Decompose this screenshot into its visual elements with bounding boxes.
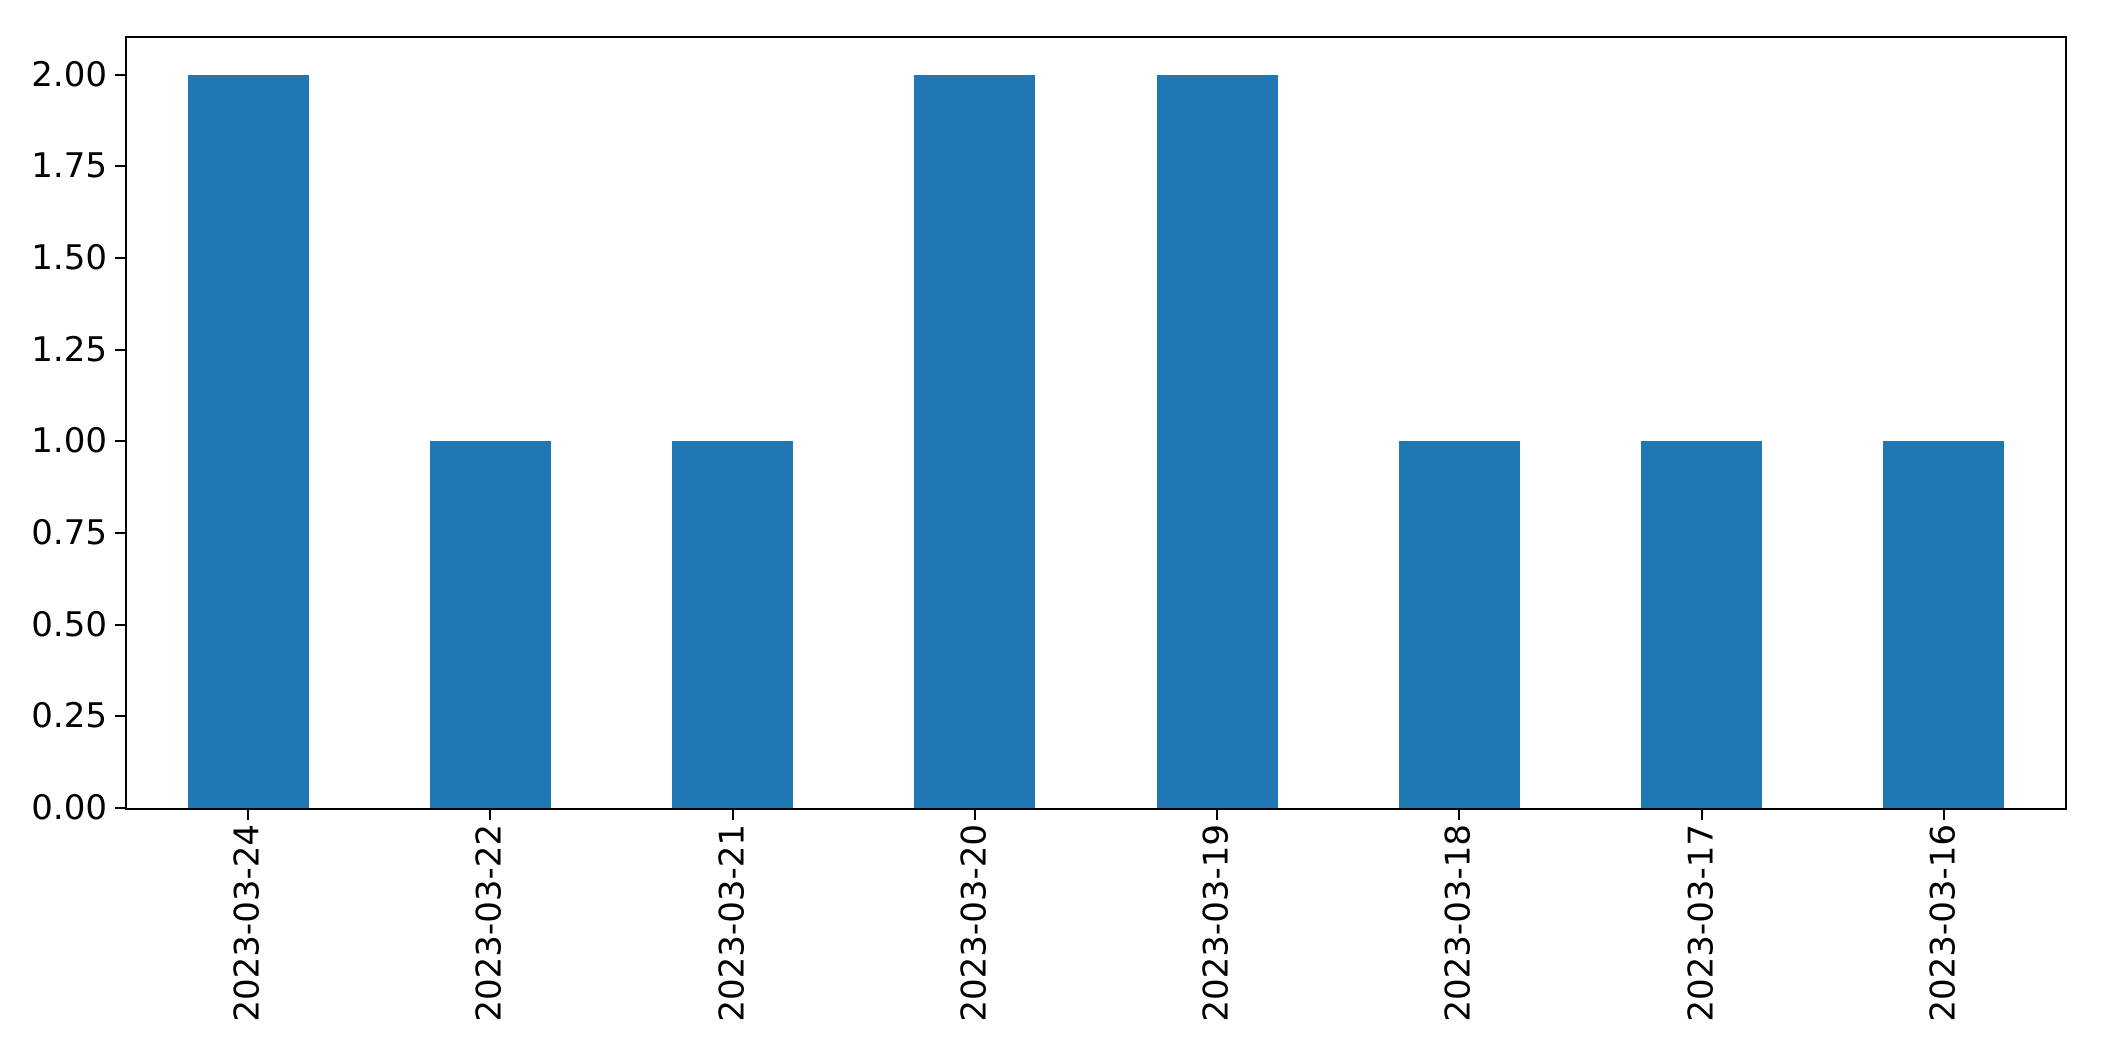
x-tick-mark	[1216, 810, 1219, 820]
x-tick-mark	[973, 810, 976, 820]
x-tick-label: 2023-03-21	[712, 824, 753, 1022]
bar-2023-03-18	[1398, 441, 1520, 808]
y-tick-mark	[115, 440, 125, 443]
y-tick-label: 1.50	[31, 238, 107, 278]
y-tick-label: 0.75	[31, 513, 107, 553]
bar-2023-03-19	[1156, 74, 1278, 808]
x-tick-label: 2023-03-17	[1681, 824, 1722, 1022]
x-tick-label: 2023-03-20	[954, 824, 995, 1022]
y-tick-mark	[115, 623, 125, 626]
x-tick-label: 2023-03-18	[1438, 824, 1479, 1022]
y-tick-label: 1.00	[31, 421, 107, 462]
bar-2023-03-16	[1883, 441, 2005, 808]
y-tick-label: 1.75	[31, 146, 107, 187]
bar-2023-03-22	[429, 441, 551, 808]
x-tick-mark	[247, 810, 250, 820]
y-tick-label: 1.25	[31, 329, 107, 370]
y-tick-mark	[115, 807, 125, 809]
x-tick-label: 2023-03-22	[469, 824, 510, 1022]
y-tick-mark	[115, 165, 125, 168]
y-tick-label: 2.00	[31, 54, 107, 95]
y-tick-mark	[115, 715, 125, 718]
y-tick-label: 0.25	[31, 696, 107, 737]
bar-2023-03-20	[914, 74, 1036, 808]
bar-2023-03-17	[1641, 441, 1763, 808]
x-tick-label: 2023-03-16	[1923, 824, 1964, 1022]
y-tick-mark	[115, 257, 125, 259]
x-tick-label: 2023-03-19	[1196, 824, 1237, 1022]
x-tick-mark	[731, 810, 734, 820]
plot-area	[125, 36, 2067, 810]
x-tick-mark	[1458, 810, 1461, 820]
x-tick-mark	[489, 810, 492, 820]
y-tick-mark	[115, 73, 125, 76]
bar-2023-03-24	[187, 74, 309, 808]
x-tick-mark	[1942, 810, 1945, 820]
y-tick-mark	[115, 532, 125, 534]
y-tick-label: 0.50	[31, 604, 107, 645]
y-tick-mark	[115, 348, 125, 351]
y-tick-label: 0.00	[31, 788, 107, 828]
x-tick-mark	[1700, 810, 1703, 820]
bar-2023-03-21	[672, 441, 794, 808]
x-tick-label: 2023-03-24	[227, 824, 268, 1022]
